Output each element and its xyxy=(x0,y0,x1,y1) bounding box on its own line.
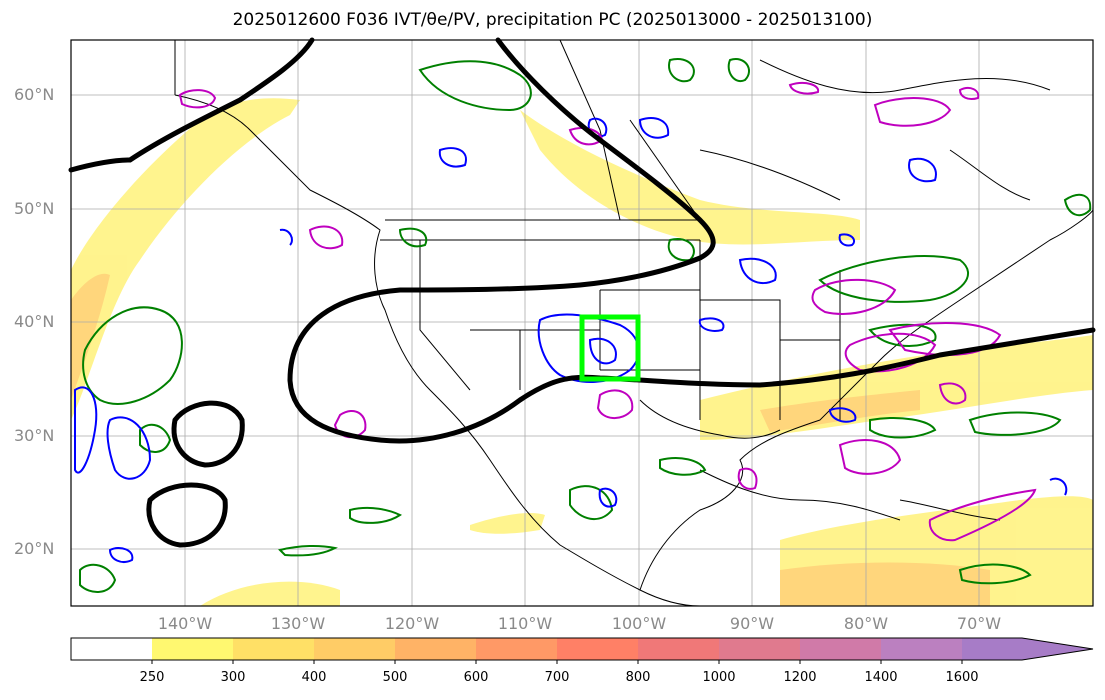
colorbar-segment xyxy=(152,638,233,660)
colorbar-segment xyxy=(314,638,395,660)
colorbar-tick-label: 250 xyxy=(139,670,165,685)
colorbar-segment xyxy=(233,638,314,660)
colorbar xyxy=(70,637,1094,664)
colorbar-segment xyxy=(71,638,152,660)
colorbar-segment xyxy=(638,638,719,660)
lon-label-70w: 70°W xyxy=(956,614,1002,633)
colorbar-tick-label: 1000 xyxy=(702,670,736,685)
precip-contours-green xyxy=(79,58,1092,593)
lon-label-90w: 90°W xyxy=(729,614,775,633)
lat-label-20n: 20°N xyxy=(14,539,55,558)
colorbar-tick-label: 600 xyxy=(463,670,489,685)
lon-label-100w: 100°W xyxy=(611,614,667,633)
colorbar-tick-label: 1200 xyxy=(783,670,817,685)
colorbar-segment xyxy=(557,638,638,660)
highlight-box xyxy=(579,314,641,382)
lat-label-50n: 50°N xyxy=(14,199,55,218)
lat-label-30n: 30°N xyxy=(14,426,55,445)
colorbar-tick-label: 1600 xyxy=(945,670,979,685)
colorbar-segment xyxy=(719,638,800,660)
lat-label-40n: 40°N xyxy=(14,312,55,331)
coastlines-and-borders xyxy=(174,39,1094,607)
colorbar-tick-label: 1400 xyxy=(864,670,898,685)
colorbar-tick-label: 700 xyxy=(544,670,570,685)
colorbar-segment xyxy=(962,638,1093,660)
lon-label-130w: 130°W xyxy=(270,614,326,633)
lon-label-80w: 80°W xyxy=(843,614,889,633)
lon-label-110w: 110°W xyxy=(497,614,553,633)
colorbar-segment xyxy=(881,638,962,660)
lat-label-60n: 60°N xyxy=(14,85,55,104)
colorbar-segment xyxy=(800,638,881,660)
map-frame xyxy=(70,39,1094,607)
colorbar-segment xyxy=(395,638,476,660)
lon-label-120w: 120°W xyxy=(384,614,440,633)
lon-label-140w: 140°W xyxy=(157,614,213,633)
colorbar-outline xyxy=(70,637,1094,661)
colorbar-segment xyxy=(476,638,557,660)
colorbar-tick-label: 800 xyxy=(625,670,651,685)
colorbar-tick-label: 300 xyxy=(220,670,246,685)
colorbar-tick-label: 400 xyxy=(301,670,327,685)
theta-e-contours xyxy=(68,37,1096,548)
colorbar-tick-label: 500 xyxy=(382,670,408,685)
map-title: 2025012600 F036 IVT/θe/PV, precipitation… xyxy=(232,10,873,30)
ivt-shading xyxy=(71,98,1093,606)
